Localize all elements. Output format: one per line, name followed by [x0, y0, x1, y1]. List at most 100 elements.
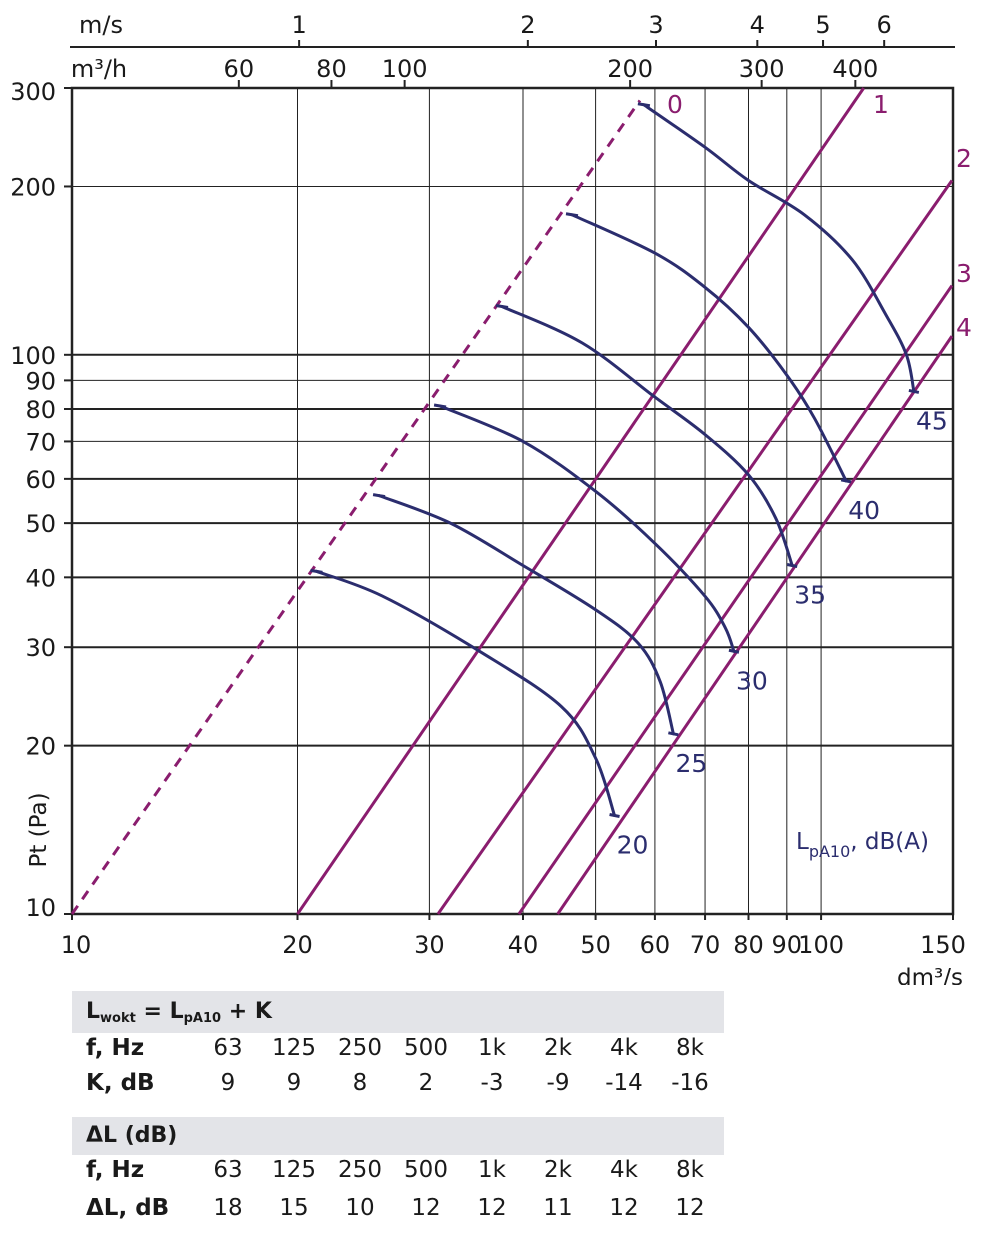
table1-k-row: K, dB 9 9 8 2 -3 -9 -14 -16 — [72, 1068, 724, 1101]
flow-tick-label: 300 — [739, 55, 785, 83]
table2-frequency-row: f, Hz 63 125 250 500 1k 2k 4k 8k — [72, 1155, 724, 1193]
y-tick-label: 60 — [25, 466, 56, 494]
fan-curve-end-cap — [609, 813, 620, 819]
table-cell: 1k — [478, 1157, 506, 1183]
table-cell: 12 — [477, 1195, 507, 1221]
table-cell: 250 — [338, 1157, 382, 1183]
x-tick-label: 90 — [772, 931, 803, 959]
fan-curve-start-cap — [433, 403, 447, 409]
x-tick-label: 80 — [733, 931, 764, 959]
velocity-axis-label: m/s — [79, 11, 123, 39]
system-line — [70, 99, 642, 915]
fan-curve-end-cap — [840, 478, 852, 484]
y-tick-label: 20 — [25, 733, 56, 761]
table-cell: 500 — [404, 1035, 448, 1061]
fan-curve-label: 25 — [675, 749, 707, 778]
flow-tick-label: 400 — [832, 55, 878, 83]
table-cell: -3 — [480, 1070, 504, 1096]
fan-curve — [377, 494, 675, 736]
table1-frequency-row: f, Hz 63 125 250 500 1k 2k 4k 8k — [72, 1033, 724, 1068]
plot-border — [70, 86, 955, 916]
flow-tick-label: 60 — [224, 55, 255, 83]
flow-tick-label: 200 — [607, 55, 653, 83]
system-line-label: 0 — [667, 90, 683, 119]
table-cell: 4k — [610, 1035, 638, 1061]
flow-axis-label: m³/h — [71, 55, 127, 83]
table-cell: 1k — [478, 1035, 506, 1061]
system-line — [296, 87, 865, 915]
table-cell: -9 — [546, 1070, 570, 1096]
table-cell: 12 — [675, 1195, 705, 1221]
fan-curve-start-cap — [310, 568, 323, 574]
system-line — [556, 335, 954, 915]
table1-header: Lwokt = LpA10 + K — [72, 991, 724, 1033]
fan-curve — [500, 305, 794, 567]
table-cell: 12 — [609, 1195, 639, 1221]
x-axis-label: dm³/s — [897, 965, 963, 985]
system-line — [436, 179, 954, 915]
velocity-tick-label: 5 — [815, 11, 830, 39]
velocity-tick-label: 1 — [291, 11, 306, 39]
fan-curve-end-cap — [668, 731, 679, 737]
table2-delta-row: ΔL, dB 18 15 10 12 12 11 12 12 — [72, 1193, 724, 1226]
table-cell: 63 — [213, 1035, 243, 1061]
y-tick-label: 300 — [10, 78, 56, 106]
table1-k-label: K, dB — [86, 1070, 155, 1096]
table2-delta-label: ΔL, dB — [86, 1195, 170, 1221]
fan-curve-label: 35 — [794, 580, 826, 609]
fan-curve-label: 30 — [736, 666, 768, 695]
fan-curve — [438, 404, 736, 653]
system-line-label: 3 — [956, 259, 972, 288]
grid — [64, 40, 955, 920]
table-cell: 15 — [279, 1195, 309, 1221]
fan-curve-label: 20 — [617, 831, 649, 860]
velocity-tick-label: 4 — [750, 11, 765, 39]
y-axis-label: Pt (Pa) — [26, 792, 52, 867]
x-tick-label: 40 — [508, 931, 539, 959]
fan-curve-label: 45 — [916, 406, 948, 435]
fan-curve-start-cap — [637, 102, 651, 108]
table2-frequency-label: f, Hz — [86, 1157, 145, 1183]
table-cell: 4k — [610, 1157, 638, 1183]
table-cell: 2k — [544, 1035, 572, 1061]
table-cell: 9 — [286, 1070, 302, 1096]
x-tick-label: 150 — [920, 931, 966, 959]
table-cell: 2k — [544, 1157, 572, 1183]
table2-header: ΔL (dB) — [72, 1117, 724, 1155]
fan-curve — [315, 569, 616, 817]
table-cell: 9 — [220, 1070, 236, 1096]
fan-curve-start-cap — [372, 493, 386, 499]
table-cell: 11 — [543, 1195, 573, 1221]
x-tick-label: 70 — [690, 931, 721, 959]
y-tick-label: 30 — [25, 634, 56, 662]
x-tick-label: 10 — [61, 931, 92, 959]
table-cell: 8k — [676, 1157, 704, 1183]
table-cell: 125 — [272, 1157, 316, 1183]
fan-curve-end-cap — [786, 563, 798, 568]
velocity-tick-label: 2 — [520, 11, 535, 39]
fan-curve — [642, 103, 916, 393]
fan-curve-start-cap — [495, 304, 509, 309]
series — [70, 87, 954, 915]
y-tick-label: 70 — [25, 428, 56, 456]
y-tick-label: 100 — [10, 342, 56, 370]
sound-correction-table: Lwokt = LpA10 + K f, Hz 63 125 250 500 1… — [72, 991, 724, 1101]
y-tick-label: 90 — [25, 367, 56, 395]
system-line-label: 4 — [956, 313, 972, 342]
y-tick-label: 50 — [25, 510, 56, 538]
x-tick-label: 60 — [640, 931, 671, 959]
table-cell: 2 — [418, 1070, 434, 1096]
fan-curve-end-cap — [908, 388, 920, 394]
velocity-tick-label: 3 — [648, 11, 663, 39]
fan-curve-end-cap — [728, 648, 740, 654]
y-tick-label: 40 — [25, 564, 56, 592]
velocity-tick-label: 6 — [877, 11, 892, 39]
x-tick-label: 30 — [414, 931, 445, 959]
delta-l-table: ΔL (dB) f, Hz 63 125 250 500 1k 2k 4k 8k… — [72, 1117, 724, 1226]
table-cell: -16 — [671, 1070, 709, 1096]
system-line-label: 1 — [873, 90, 889, 119]
table1-frequency-label: f, Hz — [86, 1035, 145, 1061]
table-cell: -14 — [605, 1070, 643, 1096]
